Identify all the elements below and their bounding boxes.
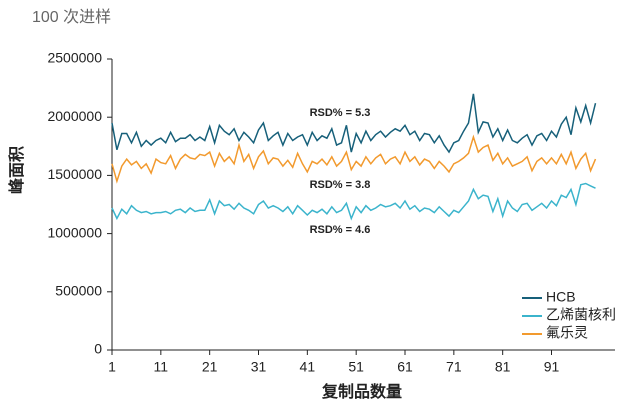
x-tick-label: 21 [202, 359, 218, 375]
series-line [111, 182, 596, 221]
chart-title: 100 次进样 [32, 8, 111, 26]
series-line [111, 134, 597, 184]
y-axis-label: 峰面积 [7, 146, 26, 194]
x-tick-label: 1 [108, 359, 116, 375]
x-axis-label: 复制品数量 [321, 382, 402, 401]
x-tick-label: 11 [154, 359, 169, 375]
y-tick-label: 1500000 [47, 166, 102, 182]
x-tick-label: 41 [300, 359, 316, 375]
annotation: RSD% = 4.6 [310, 224, 371, 236]
x-tick-label: 51 [348, 359, 364, 375]
y-tick-label: 1000000 [47, 224, 102, 240]
series-line [111, 93, 597, 154]
x-tick-label: 91 [544, 359, 560, 375]
y-tick-label: 2000000 [47, 108, 102, 124]
y-tick-label: 0 [94, 341, 102, 357]
annotation: RSD% = 5.3 [310, 107, 371, 119]
y-tick-label: 500000 [55, 283, 102, 299]
annotation: RSD% = 3.8 [310, 179, 371, 191]
x-tick-label: 61 [397, 359, 413, 375]
legend-label: 乙烯菌核利 [546, 307, 616, 323]
legend-label: HCB [546, 289, 576, 305]
legend-label: 氟乐灵 [546, 325, 588, 341]
x-tick-label: 71 [446, 359, 462, 375]
x-tick-label: 81 [495, 359, 511, 375]
y-tick-label: 2500000 [47, 50, 102, 66]
x-tick-label: 31 [251, 359, 267, 375]
